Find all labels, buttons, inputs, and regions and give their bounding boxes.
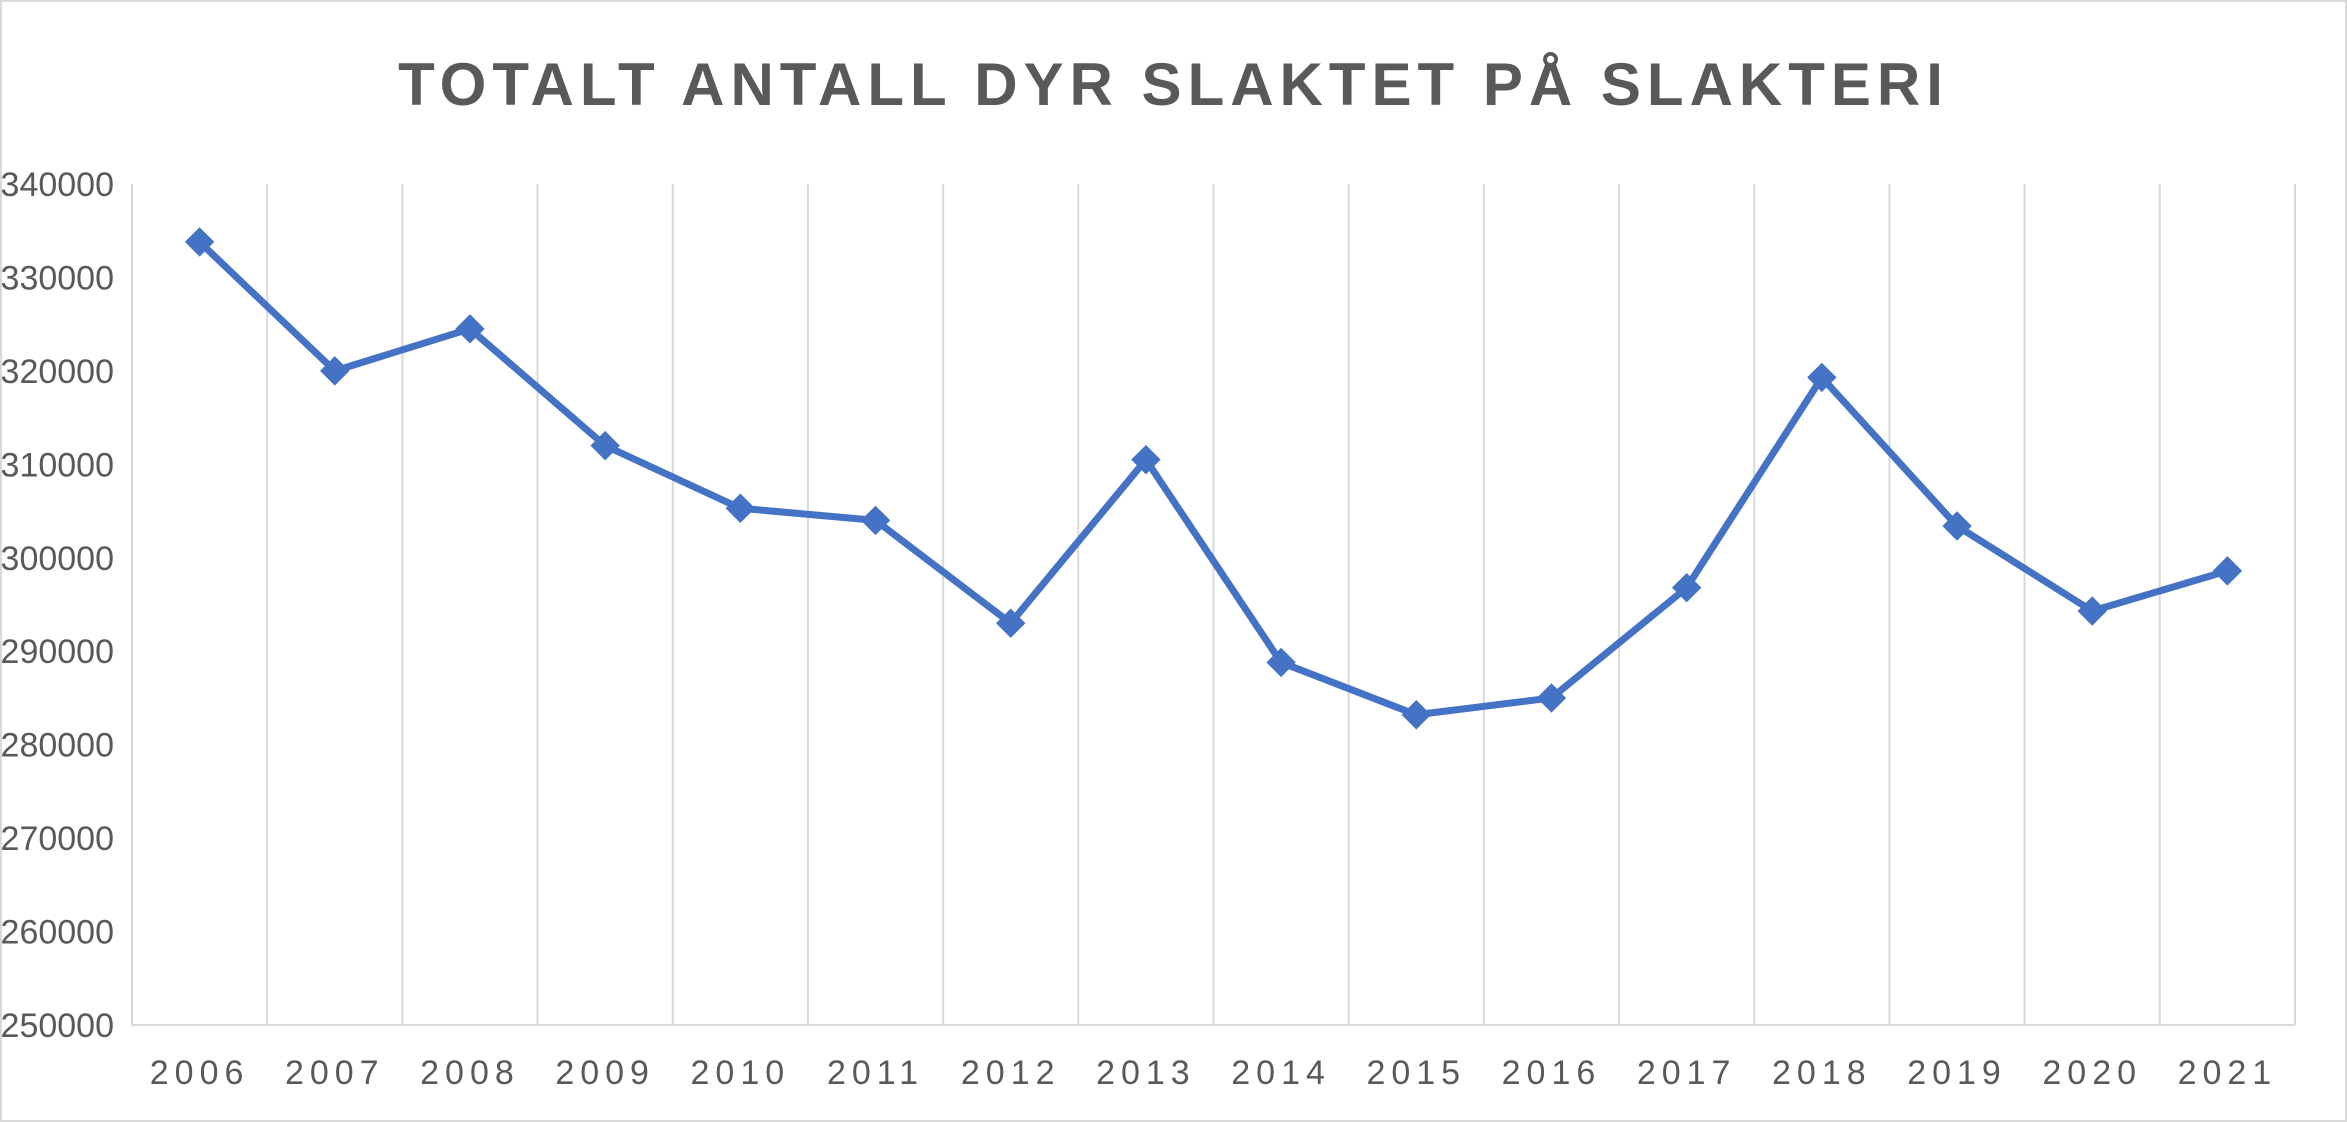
x-tick-label: 2021: [2178, 1054, 2278, 1092]
x-tick-label: 2012: [961, 1054, 1061, 1092]
x-tick-label: 2010: [691, 1054, 791, 1092]
data-point-marker[interactable]: [996, 608, 1026, 638]
y-tick-label: 340000: [2, 166, 114, 204]
data-point-marker[interactable]: [2077, 596, 2107, 626]
data-point-marker[interactable]: [1807, 362, 1837, 393]
y-tick-label: 310000: [2, 446, 114, 484]
y-tick-label: 270000: [2, 820, 114, 858]
x-tick-label: 2009: [555, 1054, 655, 1092]
data-point-marker[interactable]: [184, 227, 215, 257]
y-tick-label: 330000: [2, 259, 114, 297]
x-tick-label: 2019: [1907, 1054, 2007, 1092]
x-tick-label: 2018: [1772, 1054, 1872, 1092]
x-tick-label: 2016: [1502, 1054, 1602, 1092]
x-tick-label: 2008: [420, 1054, 520, 1092]
data-point-marker[interactable]: [1536, 683, 1567, 713]
y-tick-label: 300000: [2, 540, 114, 578]
y-tick-labels: 250000 260000 270000 280000 290000 300000 3100…: [2, 166, 114, 1045]
x-tick-label: 2013: [1096, 1054, 1196, 1092]
data-point-marker[interactable]: [590, 430, 620, 461]
data-point-marker[interactable]: [1266, 647, 1296, 678]
x-tick-label: 2017: [1637, 1054, 1737, 1092]
data-point-marker[interactable]: [455, 314, 485, 344]
y-tick-label: 290000: [2, 633, 114, 671]
x-tick-label: 2015: [1366, 1054, 1466, 1092]
series-polyline: [196, 238, 2231, 719]
data-markers: [184, 227, 2243, 730]
data-point-marker[interactable]: [1401, 700, 1431, 730]
data-point-marker[interactable]: [1942, 511, 1972, 541]
data-point-marker[interactable]: [1131, 444, 1161, 475]
y-tick-label: 320000: [2, 353, 114, 391]
data-point-marker[interactable]: [2212, 556, 2243, 586]
x-tick-label: 2014: [1231, 1054, 1331, 1092]
y-tick-label: 280000: [2, 727, 114, 765]
x-tick-label: 2011: [827, 1054, 924, 1092]
x-tick-label: 2020: [2042, 1054, 2142, 1092]
x-tick-label: 2007: [285, 1054, 385, 1092]
chart-title: TOTALT ANTALL DYR SLAKTET PÅ SLAKTERI: [398, 51, 1949, 118]
data-point-marker[interactable]: [1671, 572, 1702, 603]
series-line: [196, 238, 2231, 719]
data-point-marker[interactable]: [320, 356, 350, 386]
data-point-marker[interactable]: [860, 505, 891, 536]
x-tick-labels: 2006 2007 2008 2009 2010 2011 2012 2013 2014 2015…: [150, 1054, 2278, 1092]
y-tick-label: 260000: [2, 914, 114, 952]
data-point-marker[interactable]: [725, 493, 756, 523]
y-tick-label: 250000: [2, 1007, 114, 1045]
grid-lines: [131, 184, 2296, 1025]
x-tick-label: 2006: [150, 1054, 250, 1092]
